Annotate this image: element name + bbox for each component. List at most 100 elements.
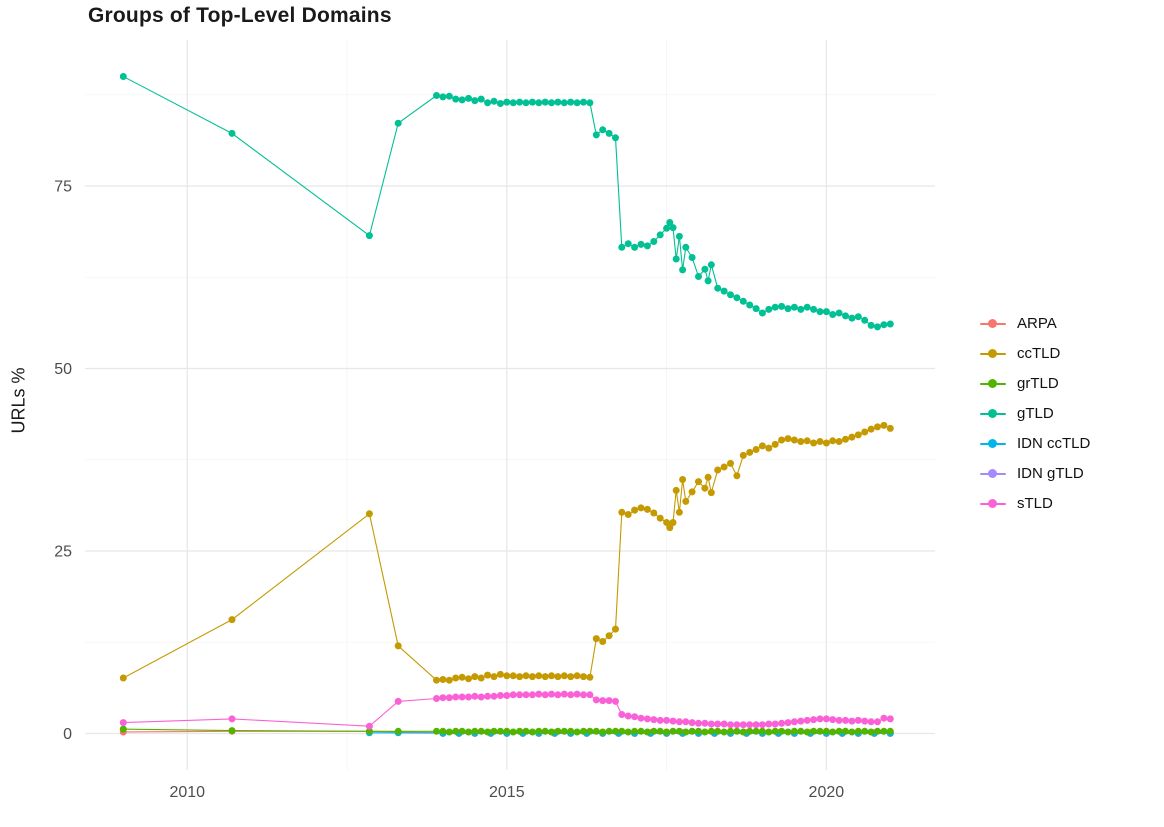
- data-point-cctld: [854, 431, 862, 439]
- data-point-grtld: [522, 727, 530, 735]
- data-point-grtld: [867, 728, 875, 736]
- data-point-stld: [618, 711, 626, 718]
- data-point-grtld: [771, 727, 779, 735]
- data-point-gtld: [739, 297, 747, 305]
- data-point-grtld: [612, 727, 619, 735]
- data-point-stld: [541, 691, 549, 699]
- data-point-cctld: [886, 424, 894, 432]
- data-point-cctld: [503, 672, 511, 680]
- data-point-cctld: [516, 673, 524, 681]
- data-point-cctld: [739, 451, 747, 459]
- data-point-grtld: [119, 725, 127, 733]
- data-point-grtld: [880, 727, 888, 735]
- data-point-grtld: [528, 728, 536, 736]
- data-point-cctld: [880, 421, 888, 429]
- data-point-grtld: [445, 728, 453, 736]
- legend-item-grtld: grTLD: [980, 374, 1090, 394]
- data-point-stld: [586, 691, 594, 699]
- data-point-gtld: [541, 98, 549, 106]
- data-point-gtld: [720, 287, 728, 295]
- data-point-gtld: [727, 291, 734, 299]
- data-point-cctld: [439, 676, 447, 683]
- data-point-stld: [119, 719, 127, 727]
- data-point-stld: [471, 692, 479, 700]
- data-point-grtld: [496, 727, 504, 735]
- data-point-gtld: [679, 266, 687, 274]
- data-point-stld: [439, 694, 447, 702]
- data-point-stld: [707, 720, 715, 728]
- data-point-gtld: [771, 303, 779, 311]
- data-point-stld: [682, 718, 690, 726]
- data-point-stld: [746, 721, 754, 729]
- data-point-stld: [643, 715, 651, 723]
- data-point-grtld: [784, 728, 792, 736]
- data-point-gtld: [580, 98, 587, 106]
- data-point-cctld: [471, 673, 479, 681]
- data-point-grtld: [624, 728, 632, 736]
- y-tick-label: 50: [54, 361, 72, 378]
- data-point-stld: [484, 692, 492, 700]
- data-point-gtld: [452, 95, 460, 103]
- data-point-stld: [688, 719, 696, 727]
- data-point-stld: [810, 716, 818, 724]
- data-point-cctld: [643, 505, 651, 513]
- data-point-gtld: [854, 313, 862, 321]
- data-point-cctld: [771, 440, 779, 448]
- data-point-gtld: [445, 92, 453, 100]
- data-point-gtld: [688, 254, 696, 261]
- data-point-cctld: [496, 670, 504, 678]
- data-point-stld: [675, 718, 683, 726]
- data-point-grtld: [816, 727, 824, 735]
- data-point-grtld: [765, 728, 773, 736]
- data-point-cctld: [484, 671, 492, 679]
- data-point-grtld: [803, 728, 811, 736]
- data-point-grtld: [848, 728, 856, 736]
- data-point-grtld: [656, 727, 664, 735]
- data-point-stld: [829, 716, 837, 724]
- data-point-gtld: [886, 320, 894, 328]
- data-point-stld: [496, 692, 504, 699]
- data-point-stld: [835, 716, 843, 724]
- y-tick-label: 0: [63, 726, 72, 743]
- data-point-cctld: [228, 616, 236, 624]
- data-point-cctld: [707, 489, 715, 497]
- data-point-gtld: [394, 119, 402, 127]
- data-point-cctld: [490, 673, 498, 681]
- legend-key-icon: [980, 317, 1006, 331]
- data-point-stld: [592, 696, 600, 704]
- legend-label: IDN gTLD: [1017, 465, 1084, 482]
- data-point-stld: [797, 717, 805, 725]
- data-point-stld: [580, 691, 587, 699]
- data-point-stld: [228, 715, 236, 723]
- data-point-grtld: [554, 727, 562, 735]
- data-point-stld: [714, 720, 722, 728]
- data-point-stld: [458, 693, 466, 701]
- data-point-grtld: [701, 728, 709, 736]
- data-point-grtld: [663, 728, 671, 736]
- data-point-grtld: [854, 727, 862, 735]
- data-point-grtld: [490, 727, 498, 735]
- data-point-stld: [822, 715, 830, 723]
- data-point-gtld: [707, 261, 715, 269]
- data-point-gtld: [567, 98, 575, 106]
- data-point-gtld: [496, 100, 504, 107]
- data-point-cctld: [765, 444, 773, 452]
- data-point-grtld: [394, 727, 402, 735]
- data-point-gtld: [535, 99, 543, 107]
- data-point-stld: [758, 721, 766, 729]
- data-point-grtld: [797, 727, 805, 735]
- data-point-grtld: [605, 727, 613, 735]
- data-point-grtld: [509, 728, 517, 736]
- legend-key-icon: [980, 407, 1006, 421]
- data-point-grtld: [458, 727, 466, 735]
- data-point-gtld: [592, 131, 600, 139]
- data-point-gtld: [643, 242, 651, 250]
- data-point-grtld: [573, 728, 581, 736]
- data-point-cctld: [848, 433, 856, 441]
- data-point-grtld: [452, 727, 460, 735]
- legend-item-idn-gtld: IDN gTLD: [980, 464, 1090, 484]
- data-point-stld: [816, 715, 824, 723]
- data-point-cctld: [688, 488, 696, 496]
- legend-key-icon: [980, 437, 1006, 451]
- data-point-cctld: [365, 510, 373, 518]
